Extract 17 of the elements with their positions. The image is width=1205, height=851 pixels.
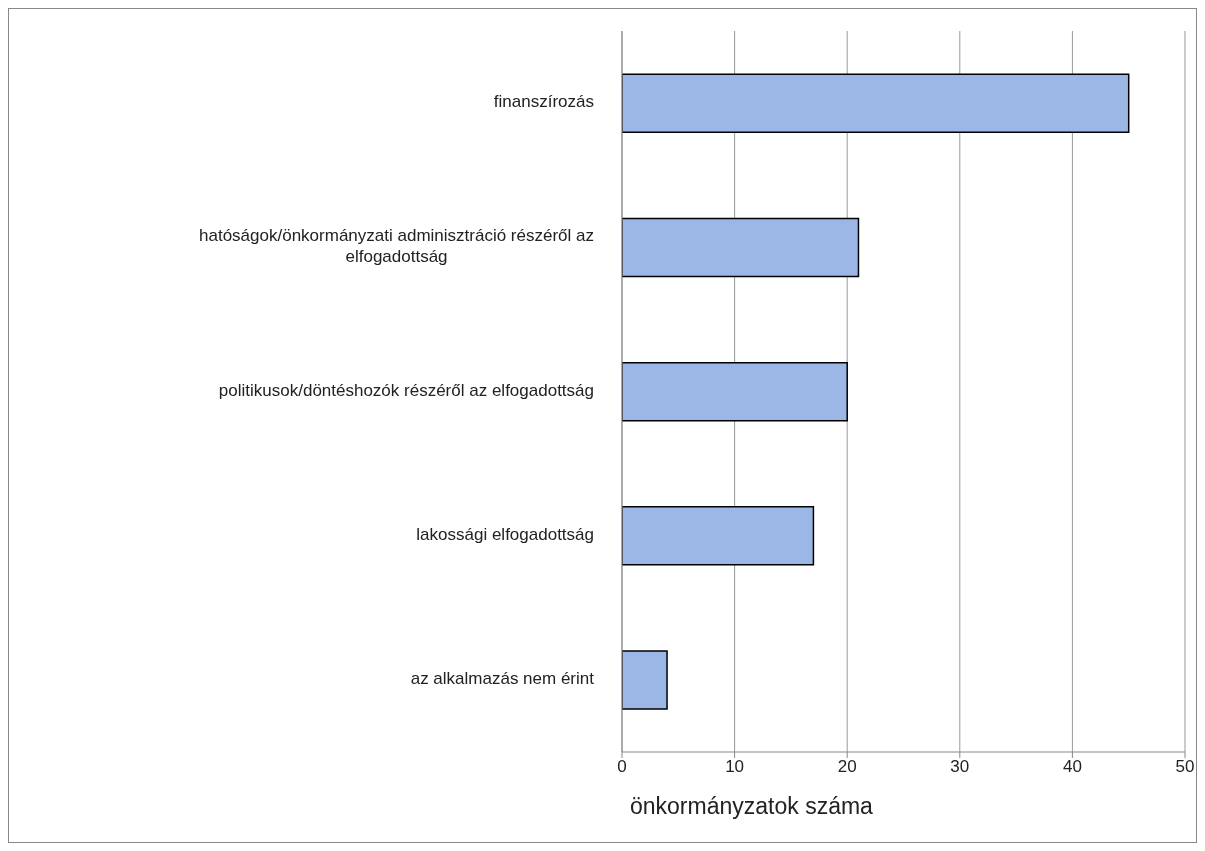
bar (622, 650, 668, 710)
y-tick-label: az alkalmazás nem érint (410, 669, 595, 689)
x-tick-label: 40 (1062, 757, 1082, 777)
x-tick-label: 30 (950, 757, 970, 777)
y-tick-label: hatóságok/önkormányzati adminisztráció részéről az elfogadottság (199, 226, 594, 267)
x-tick-label: 10 (725, 757, 745, 777)
y-tick-label: finanszírozás (493, 92, 595, 112)
bar (622, 361, 848, 422)
bar (622, 73, 1130, 134)
x-tick-label: 20 (837, 757, 857, 777)
x-tick-label: 50 (1175, 757, 1195, 777)
x-axis-title: önkormányzatok száma (630, 793, 874, 819)
bar (622, 217, 860, 278)
y-tick-label: politikusok/döntéshozók részéről az elfogadottság (218, 380, 594, 400)
y-tick-label: lakossági elfogadottság (416, 525, 594, 545)
x-tick-label: 0 (617, 757, 627, 777)
bar (622, 506, 815, 566)
